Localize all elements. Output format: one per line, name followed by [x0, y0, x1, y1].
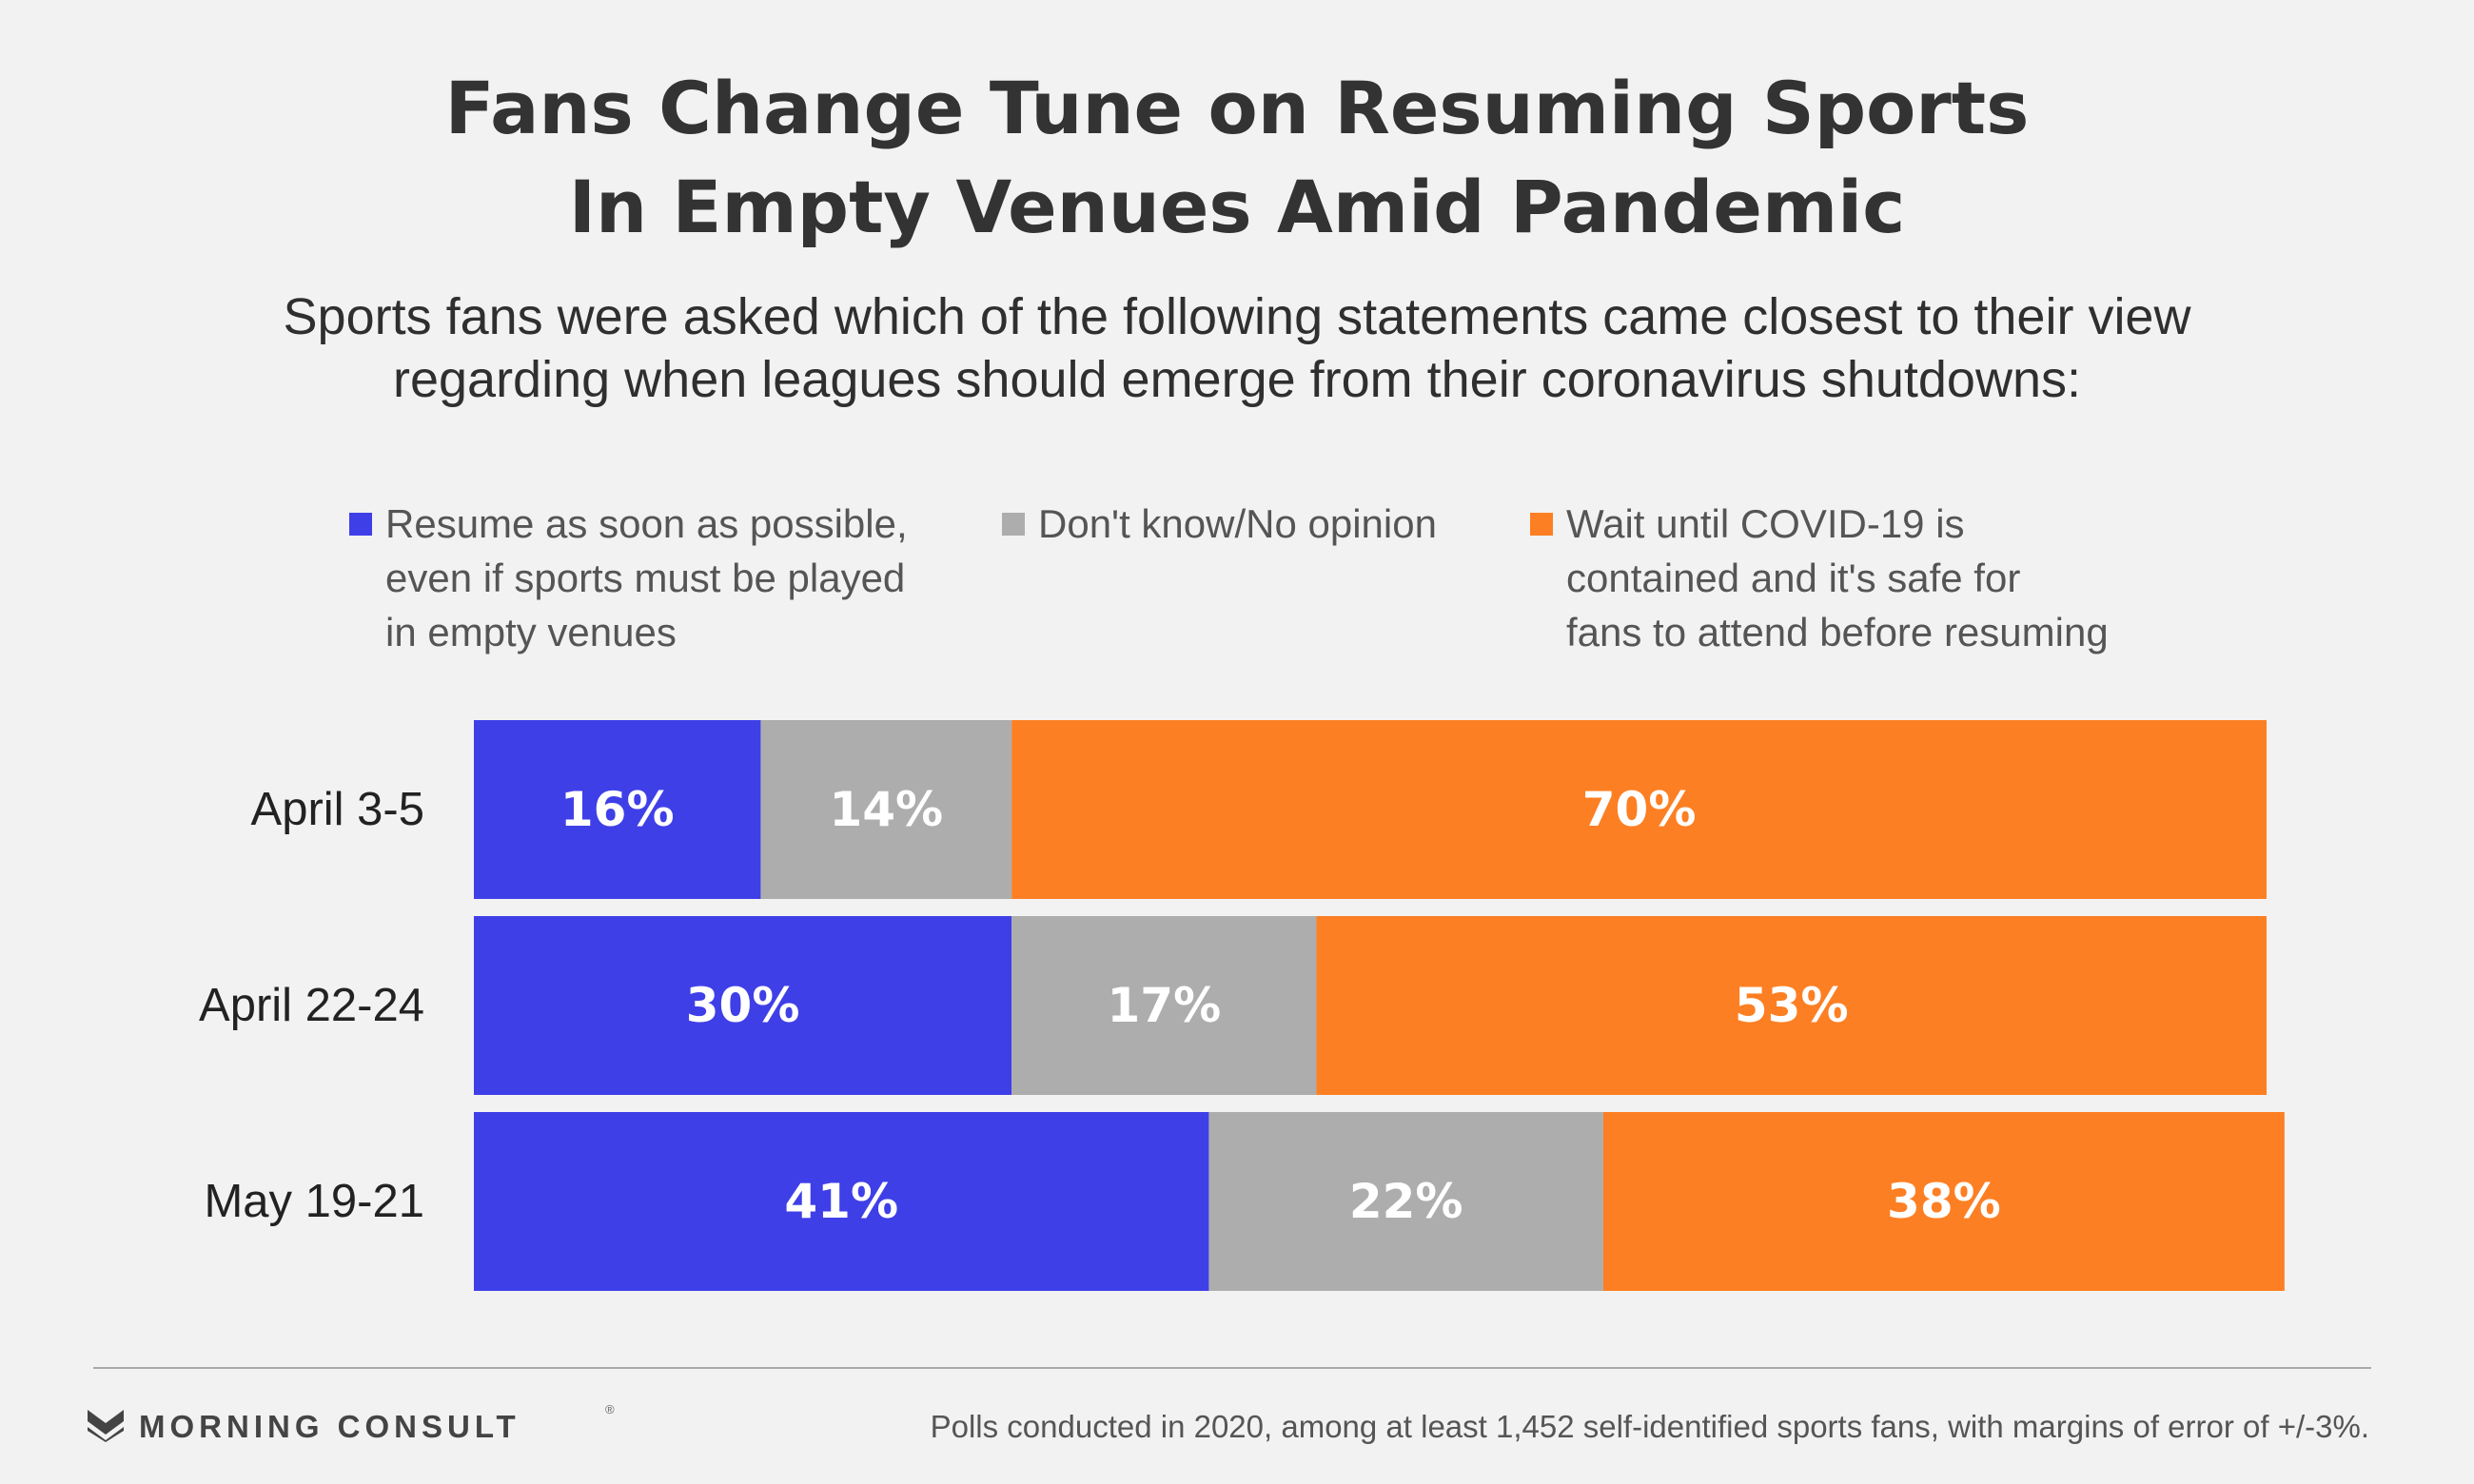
legend-label-wait-line-2: contained and it's safe for [1566, 556, 2021, 600]
legend-swatch-dont-know [1002, 513, 1025, 536]
data-label-wait-april-3-5: 70% [1582, 782, 1697, 837]
registered-mark: ® [605, 1402, 615, 1416]
legend-label-resume-line-1: Resume as soon as possible, [385, 501, 908, 546]
bar-resume-may-19-21 [474, 1112, 1209, 1291]
data-label-wait-may-19-21: 38% [1887, 1174, 2001, 1229]
logo-text: MORNING CONSULT [139, 1409, 520, 1444]
stacked-bar-chart: April 3-5 16% 14% 70% April 22-24 30% 17% 53% Ma… [199, 720, 2285, 1291]
legend-label-dont-know-line-1: Don't know/No opinion [1038, 501, 1437, 546]
chart-subtitle: Sports fans were asked which of the foll… [0, 285, 2474, 411]
legend-label-wait-line-1: Wait until COVID-19 is [1566, 501, 1965, 546]
bar-dont-know-april-3-5 [760, 720, 1012, 899]
data-label-dont-know-april-3-5: 14% [829, 782, 943, 837]
bar-wait-april-3-5 [1011, 720, 2267, 899]
bar-resume-april-3-5 [474, 720, 761, 899]
legend-label-resume: Resume as soon as possible, even if spor… [385, 497, 908, 659]
footer-divider [93, 1367, 2371, 1369]
data-label-resume-april-22-24: 30% [686, 978, 800, 1033]
data-label-dont-know-may-19-21: 22% [1349, 1174, 1463, 1229]
legend-swatch-resume [349, 513, 372, 536]
bar-wait-april-22-24 [1316, 916, 2267, 1095]
data-label-resume-may-19-21: 41% [784, 1174, 898, 1229]
chart-subtitle-line-2: regarding when leagues should emerge fro… [393, 351, 2081, 408]
data-label-wait-april-22-24: 53% [1735, 978, 1849, 1033]
legend-label-resume-line-2: even if sports must be played [385, 556, 906, 600]
bar-resume-april-22-24 [474, 916, 1012, 1095]
legend-label-resume-line-3: in empty venues [385, 610, 677, 654]
chart-title-line-2: In Empty Venues Amid Pandemic [568, 165, 1906, 249]
legend-label-dont-know: Don't know/No opinion [1038, 497, 1437, 551]
chart-title-line-1: Fans Change Tune on Resuming Sports [444, 66, 2030, 150]
category-label-may-19-21: May 19-21 [204, 1176, 424, 1227]
chart-subtitle-line-1: Sports fans were asked which of the foll… [283, 288, 2191, 345]
source-footnote: Polls conducted in 2020, among at least … [930, 1409, 2369, 1444]
bar-dont-know-april-22-24 [1011, 916, 1317, 1095]
bar-wait-may-19-21 [1602, 1112, 2285, 1291]
legend-swatch-wait [1530, 513, 1553, 536]
morning-consult-logo-icon [88, 1410, 124, 1442]
chart-title: Fans Change Tune on Resuming Sports In E… [0, 59, 2474, 257]
data-label-resume-april-3-5: 16% [560, 782, 675, 837]
legend-label-wait: Wait until COVID-19 is contained and it'… [1566, 497, 2109, 659]
bar-dont-know-may-19-21 [1208, 1112, 1603, 1291]
category-label-april-22-24: April 22-24 [199, 980, 424, 1031]
category-label-april-3-5: April 3-5 [251, 784, 424, 835]
legend-label-wait-line-3: fans to attend before resuming [1566, 610, 2109, 654]
data-label-dont-know-april-22-24: 17% [1107, 978, 1221, 1033]
